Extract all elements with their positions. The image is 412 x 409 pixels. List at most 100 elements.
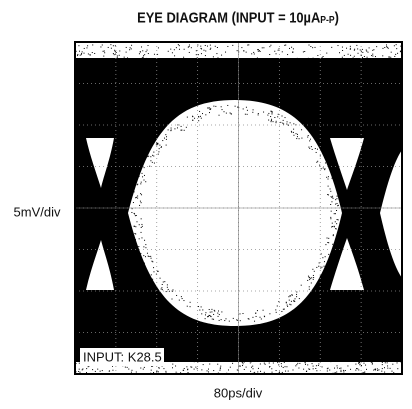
noise-dot <box>292 360 294 362</box>
noise-dot <box>197 54 199 56</box>
noise-dot <box>321 366 323 368</box>
noise-dot <box>242 363 244 365</box>
noise-dot <box>267 58 269 60</box>
noise-dot <box>335 203 337 205</box>
noise-dot <box>271 371 273 373</box>
noise-dot <box>372 53 374 55</box>
noise-dot <box>256 57 258 59</box>
noise-dot <box>257 367 259 369</box>
noise-dot <box>150 255 152 257</box>
noise-dot <box>271 111 273 113</box>
noise-dot <box>311 277 313 279</box>
noise-dot <box>139 204 141 206</box>
noise-dot <box>243 368 245 370</box>
noise-dot <box>142 50 144 52</box>
noise-dot <box>288 124 290 126</box>
noise-dot <box>150 156 152 158</box>
noise-dot <box>202 364 204 366</box>
noise-dot <box>271 112 273 114</box>
noise-dot <box>282 308 284 310</box>
noise-dot <box>143 255 145 257</box>
noise-dot <box>244 113 246 115</box>
noise-dot <box>217 315 219 317</box>
noise-dot <box>316 148 318 150</box>
noise-dot <box>397 52 399 54</box>
noise-dot <box>204 55 206 57</box>
noise-dot <box>209 44 211 46</box>
noise-dot <box>388 57 390 59</box>
noise-dot <box>286 304 288 306</box>
x-axis-label: 80ps/div <box>214 385 263 400</box>
noise-dot <box>180 129 182 131</box>
noise-dot <box>356 368 358 370</box>
noise-dot <box>277 113 279 115</box>
noise-dot <box>79 54 81 56</box>
noise-dot <box>135 197 137 199</box>
noise-dot <box>143 366 145 368</box>
noise-dot <box>336 198 338 200</box>
noise-dot <box>165 372 167 374</box>
noise-dot <box>94 370 96 372</box>
noise-dot <box>309 140 311 142</box>
noise-dot <box>358 362 360 364</box>
noise-dot <box>275 122 277 124</box>
noise-dot <box>224 320 226 322</box>
noise-dot <box>143 179 145 181</box>
noise-dot <box>198 116 200 118</box>
noise-dot <box>286 59 288 61</box>
noise-dot <box>123 56 125 58</box>
noise-dot <box>150 59 152 61</box>
noise-dot <box>310 277 312 279</box>
eye-gap <box>86 138 114 188</box>
noise-dot <box>150 160 152 162</box>
noise-dot <box>172 290 174 292</box>
noise-dot <box>311 148 313 150</box>
noise-dot <box>130 371 132 373</box>
noise-dot <box>201 313 203 315</box>
noise-dot <box>331 177 333 179</box>
noise-dot <box>306 360 308 362</box>
noise-dot <box>365 360 367 362</box>
noise-dot <box>220 106 222 108</box>
noise-dot <box>381 368 383 370</box>
noise-dot <box>298 367 300 369</box>
noise-dot <box>162 281 164 283</box>
noise-dot <box>306 370 308 372</box>
noise-dot <box>156 370 158 372</box>
noise-dot <box>87 45 89 47</box>
noise-dot <box>243 361 245 363</box>
noise-dot <box>326 237 328 239</box>
noise-dot <box>141 225 143 227</box>
noise-dot <box>77 53 79 55</box>
noise-dot <box>86 368 88 370</box>
noise-dot <box>142 368 144 370</box>
noise-dot <box>140 253 142 255</box>
noise-dot <box>152 261 154 263</box>
noise-dot <box>211 308 213 310</box>
noise-dot <box>245 51 247 53</box>
noise-dot <box>147 45 149 47</box>
noise-dot <box>200 117 202 119</box>
noise-dot <box>274 50 276 52</box>
noise-dot <box>365 364 367 366</box>
noise-dot <box>292 369 294 371</box>
noise-dot <box>263 371 265 373</box>
noise-dot <box>308 44 310 46</box>
noise-dot <box>389 367 391 369</box>
noise-dot <box>164 281 166 283</box>
noise-dot <box>161 146 163 148</box>
noise-dot <box>79 50 81 52</box>
noise-dot <box>141 223 143 225</box>
noise-dot <box>390 51 392 53</box>
noise-dot <box>310 46 312 48</box>
noise-dot <box>178 48 180 50</box>
noise-dot <box>361 57 363 59</box>
title-subscript: P-P <box>320 15 334 26</box>
noise-dot <box>167 50 169 52</box>
noise-dot <box>207 316 209 318</box>
noise-dot <box>327 185 329 187</box>
noise-dot <box>144 54 146 56</box>
noise-dot <box>270 120 272 122</box>
noise-dot <box>334 367 336 369</box>
noise-dot <box>131 211 133 213</box>
